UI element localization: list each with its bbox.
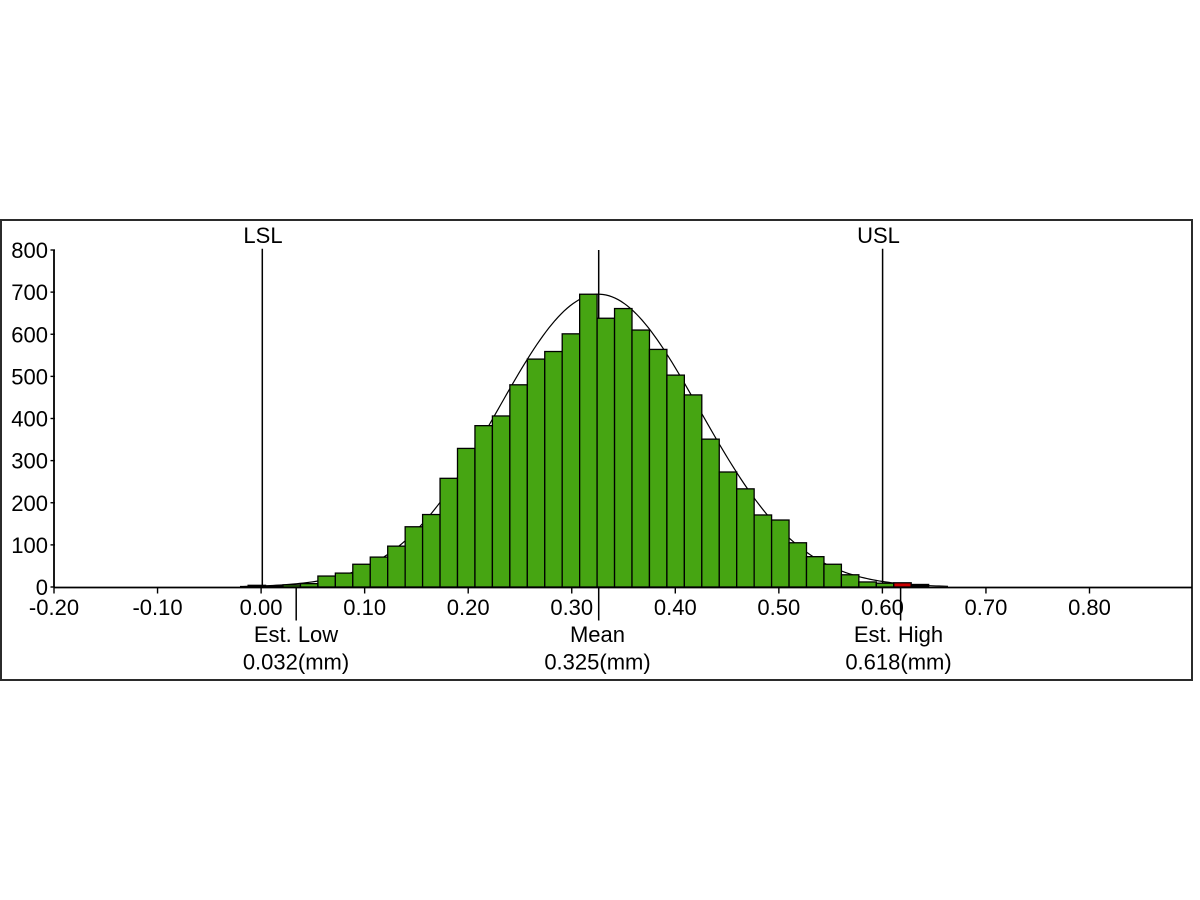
svg-text:400: 400 xyxy=(11,407,48,432)
svg-text:100: 100 xyxy=(11,533,48,558)
svg-text:0.00: 0.00 xyxy=(240,595,283,620)
svg-text:800: 800 xyxy=(11,238,48,263)
svg-text:600: 600 xyxy=(11,322,48,347)
svg-text:Est. High: Est. High xyxy=(854,622,943,647)
svg-text:500: 500 xyxy=(11,364,48,389)
svg-text:300: 300 xyxy=(11,449,48,474)
svg-text:0.032(mm): 0.032(mm) xyxy=(243,650,349,675)
svg-text:0.10: 0.10 xyxy=(343,595,386,620)
svg-text:-0.20: -0.20 xyxy=(29,595,79,620)
svg-text:LSL: LSL xyxy=(243,223,282,248)
svg-text:0.40: 0.40 xyxy=(654,595,697,620)
svg-text:0: 0 xyxy=(36,575,48,600)
svg-text:Mean: Mean xyxy=(570,622,625,647)
svg-text:0.20: 0.20 xyxy=(447,595,490,620)
svg-text:0.60: 0.60 xyxy=(861,595,904,620)
svg-text:Est. Low: Est. Low xyxy=(254,622,338,647)
svg-text:0.80: 0.80 xyxy=(1068,595,1111,620)
svg-text:200: 200 xyxy=(11,491,48,516)
svg-text:0.30: 0.30 xyxy=(550,595,593,620)
svg-text:0.70: 0.70 xyxy=(965,595,1008,620)
svg-text:-0.10: -0.10 xyxy=(132,595,182,620)
svg-text:0.618(mm): 0.618(mm) xyxy=(845,650,951,675)
svg-text:700: 700 xyxy=(11,280,48,305)
svg-text:0.325(mm): 0.325(mm) xyxy=(544,650,650,675)
svg-text:0.50: 0.50 xyxy=(757,595,800,620)
svg-text:USL: USL xyxy=(857,223,900,248)
